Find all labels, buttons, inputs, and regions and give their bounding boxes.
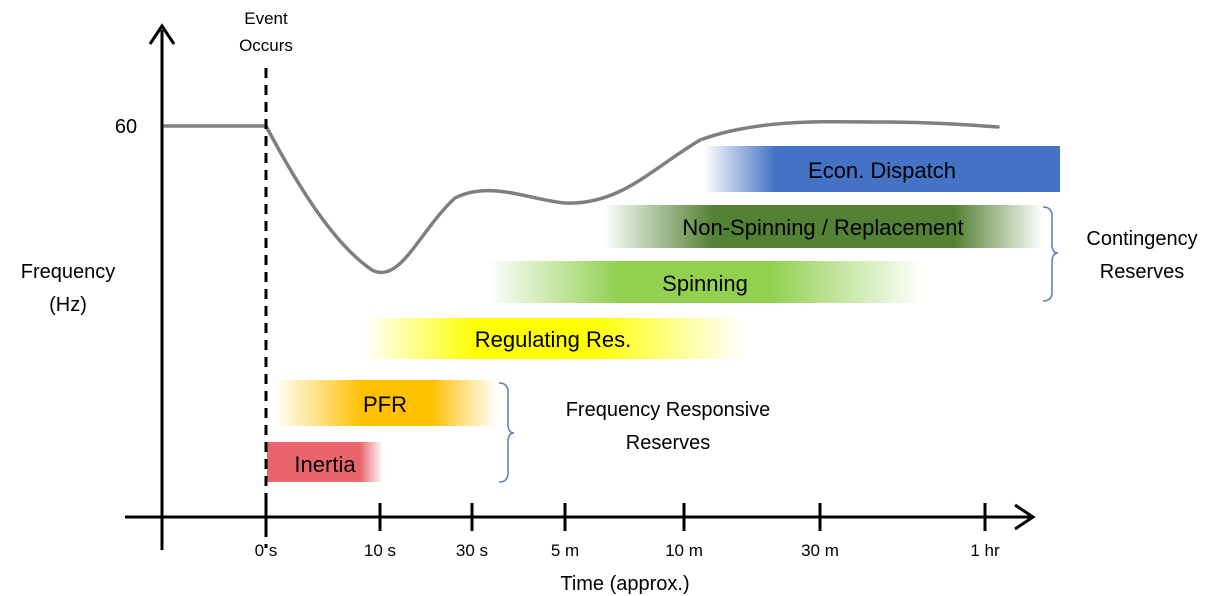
- band-spinning: Spinning: [488, 261, 923, 303]
- band-regulating: Regulating Res.: [363, 318, 743, 359]
- x-tick-label-5m: 5 m: [551, 541, 579, 560]
- y-axis-label-line1: Frequency: [21, 261, 116, 283]
- frequency-curve: [163, 119, 1000, 275]
- band-econ-dispatch: Econ. Dispatch: [704, 146, 1060, 192]
- y-axis-tick-60: 60: [115, 116, 137, 138]
- contingency-reserves-label-line2: Reserves: [1100, 261, 1184, 283]
- x-tick-label-10m: 10 m: [665, 541, 703, 560]
- x-tick-label-1hr: 1 hr: [970, 541, 1000, 560]
- band-non-spinning: Non-Spinning / Replacement: [603, 205, 1043, 248]
- x-tick-label-30m: 30 m: [801, 541, 839, 560]
- x-tick-label-0s: 0 s: [255, 541, 278, 560]
- y-axis-arrowhead: [148, 23, 176, 45]
- x-tick-label-30s: 30 s: [456, 541, 488, 560]
- band-inertia: Inertia: [267, 442, 383, 482]
- y-axis-label-line2: (Hz): [49, 294, 87, 316]
- frequency-responsive-label-line1: Frequency Responsive: [566, 399, 771, 421]
- event-label-line1: Event: [244, 9, 288, 28]
- frequency-responsive-label-line2: Reserves: [626, 432, 710, 454]
- x-axis-ticks: [264, 503, 987, 531]
- band-regulating-label: Regulating Res.: [475, 327, 632, 352]
- band-pfr-label: PFR: [363, 392, 407, 417]
- band-econ-dispatch-label: Econ. Dispatch: [808, 158, 956, 183]
- band-spinning-label: Spinning: [662, 271, 748, 296]
- contingency-reserves-label-line1: Contingency: [1086, 228, 1197, 250]
- x-axis-label: Time (approx.): [560, 573, 689, 595]
- frequency-responsive-bracket: [498, 382, 515, 483]
- band-non-spinning-label: Non-Spinning / Replacement: [682, 215, 963, 240]
- x-axis-arrowhead: [1014, 503, 1036, 531]
- contingency-bracket: [1042, 206, 1059, 302]
- x-tick-label-10s: 10 s: [364, 541, 396, 560]
- band-inertia-label: Inertia: [294, 452, 356, 477]
- event-label-line2: Occurs: [239, 36, 293, 55]
- band-pfr: PFR: [274, 380, 497, 426]
